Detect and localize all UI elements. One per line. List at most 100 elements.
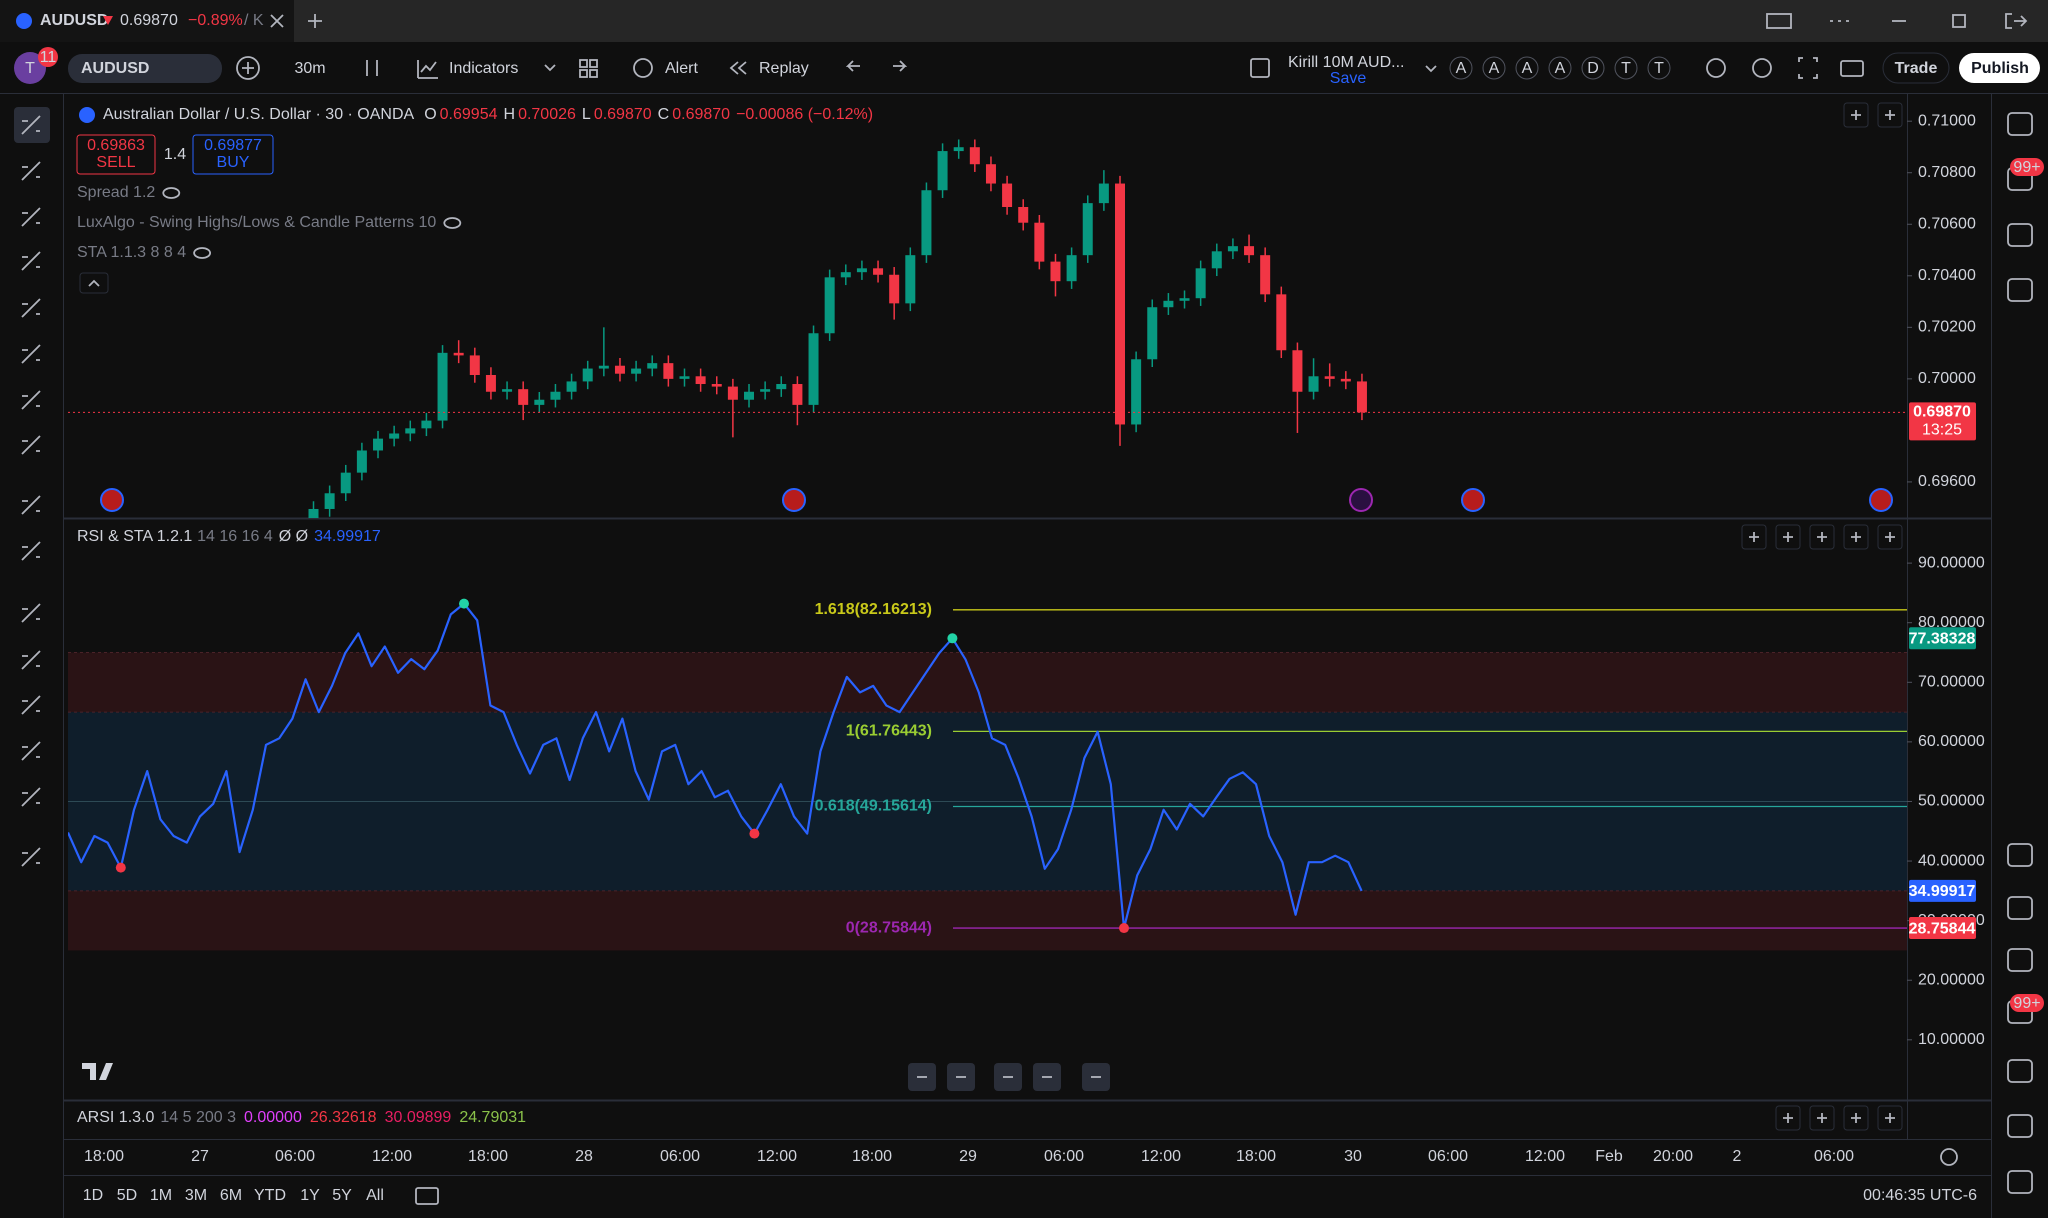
alert-icon[interactable] [633, 58, 653, 78]
candle-body [1034, 222, 1045, 262]
new-tab[interactable] [308, 14, 322, 28]
replay[interactable]: Replay [759, 60, 809, 77]
event-flag[interactable] [100, 488, 124, 512]
sidebar-icon[interactable] [2007, 948, 2033, 972]
axis-settings[interactable] [1940, 1148, 1958, 1166]
window-layout[interactable] [1766, 13, 1792, 29]
sidebar-icon[interactable] [2007, 223, 2033, 247]
alert[interactable]: Alert [665, 60, 698, 77]
tool-icon[interactable] [21, 251, 41, 271]
go-to-date[interactable] [415, 1187, 439, 1205]
layout-save[interactable]: Save [1330, 70, 1367, 87]
replay-icon[interactable] [729, 61, 747, 75]
tool-icon[interactable] [21, 787, 41, 807]
candle-body [679, 376, 690, 379]
collapse-legend[interactable] [79, 272, 109, 294]
sidebar-icon[interactable] [2007, 843, 2033, 867]
sidebar-icon[interactable] [2007, 896, 2033, 920]
settings[interactable] [1752, 58, 1772, 78]
layout-letter-circle[interactable] [1614, 56, 1638, 80]
indicators[interactable]: Indicators [449, 60, 518, 77]
snapshot[interactable] [1840, 60, 1864, 77]
visibility-icon[interactable] [443, 217, 462, 229]
layout-letter-circle[interactable] [1548, 56, 1572, 80]
range-button[interactable]: 1M [150, 1187, 172, 1204]
chart-type[interactable] [366, 60, 378, 76]
tool-icon[interactable] [21, 207, 41, 227]
publish-button[interactable] [1959, 53, 2040, 83]
buy-button[interactable] [192, 134, 274, 175]
layout-letter-circle[interactable] [1647, 56, 1671, 80]
tool-icon[interactable] [21, 495, 41, 515]
layout-name[interactable]: Kirill 10M AUD... [1288, 54, 1404, 71]
tool-icon[interactable] [21, 390, 41, 410]
indicators-icon[interactable] [417, 60, 438, 79]
rsi-tick-label: 10.00000 [1918, 1031, 1985, 1048]
tool-icon[interactable] [21, 741, 41, 761]
templates[interactable] [579, 59, 588, 68]
tool-icon[interactable] [21, 847, 41, 867]
tool-icon[interactable] [21, 161, 41, 181]
candle-body [1340, 378, 1351, 382]
layout-letter: T [1621, 60, 1631, 77]
layout-dropdown[interactable] [1425, 65, 1437, 73]
range-button[interactable]: 6M [220, 1187, 242, 1204]
sidebar-icon[interactable] [2007, 278, 2033, 302]
event-flag[interactable] [1869, 488, 1893, 512]
tab[interactable] [0, 0, 294, 42]
tool-icon[interactable] [21, 344, 41, 364]
window-restore[interactable] [1952, 14, 1966, 28]
interval[interactable]: 30m [294, 60, 325, 77]
range-button[interactable]: 3M [185, 1187, 207, 1204]
sidebar-icon[interactable] [2007, 1059, 2033, 1083]
tool-icon[interactable] [21, 603, 41, 623]
undo[interactable] [845, 60, 860, 72]
window-exit[interactable] [2005, 13, 2028, 29]
tool-icon[interactable] [21, 298, 41, 318]
tool-icon[interactable] [21, 435, 41, 455]
layout-letter-circle[interactable] [1581, 56, 1605, 80]
redo[interactable] [893, 60, 908, 72]
fullscreen[interactable] [1798, 57, 1818, 79]
layout-letter-circle[interactable] [1482, 56, 1506, 80]
candle-body [808, 333, 819, 405]
trade-button[interactable] [1882, 52, 1950, 84]
range-button[interactable]: YTD [254, 1187, 286, 1204]
quick-search[interactable] [1706, 58, 1726, 78]
layout-letter-circle[interactable] [1515, 56, 1539, 80]
layout-checkbox[interactable] [1250, 58, 1270, 78]
avatar[interactable] [14, 52, 46, 84]
sidebar-icon[interactable] [2007, 1114, 2033, 1138]
tool-icon[interactable] [21, 650, 41, 670]
compare-button[interactable] [236, 56, 260, 80]
candle-body [1163, 300, 1174, 308]
sidebar-icon[interactable] [2007, 112, 2033, 136]
visibility-icon[interactable] [162, 187, 181, 199]
rsi-legend: RSI & STA 1.2.1 14 16 16 4 Ø Ø 34.99917 [77, 528, 381, 545]
range-button[interactable]: 5Y [332, 1187, 352, 1204]
indicator-name[interactable]: Spread 1.2 [77, 184, 155, 201]
buy-label: BUY [217, 154, 250, 171]
layout-letter-circle[interactable] [1449, 56, 1473, 80]
indicator-name[interactable]: LuxAlgo - Swing Highs/Lows & Candle Patt… [77, 214, 436, 231]
indicators-dropdown[interactable] [544, 64, 556, 72]
event-flag[interactable] [1461, 488, 1485, 512]
sell-button[interactable] [76, 134, 156, 175]
tool-icon[interactable] [21, 115, 41, 135]
badge-text: 99+ [2013, 159, 2040, 176]
event-flag[interactable] [782, 488, 806, 512]
tab-close[interactable] [270, 14, 284, 28]
tool-icon[interactable] [21, 541, 41, 561]
rsi-line [68, 602, 1363, 930]
sidebar-icon[interactable] [2007, 1170, 2033, 1194]
range-button[interactable]: 5D [117, 1187, 137, 1204]
range-button[interactable]: All [366, 1187, 384, 1204]
candle-body [1195, 268, 1206, 299]
range-button[interactable]: 1Y [300, 1187, 320, 1204]
range-button[interactable]: 1D [83, 1187, 103, 1204]
tool-icon[interactable] [21, 695, 41, 715]
indicator-name[interactable]: STA 1.1.3 8 8 4 [77, 244, 186, 261]
symbol-search[interactable] [68, 54, 222, 83]
visibility-icon[interactable] [193, 247, 212, 259]
event-flag[interactable] [1349, 488, 1373, 512]
